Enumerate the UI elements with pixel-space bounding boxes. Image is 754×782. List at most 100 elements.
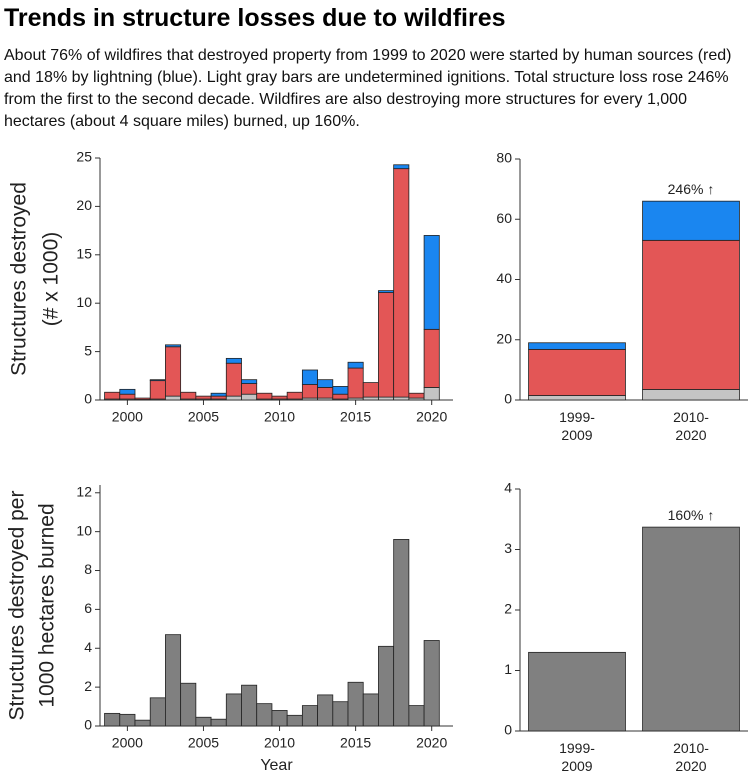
- bar-segment: [256, 392, 273, 400]
- x-tick-label: 2010-2020: [673, 740, 709, 774]
- annotation: 246% ↑: [668, 181, 715, 197]
- bar-segment: [195, 395, 212, 400]
- bar: [332, 701, 349, 727]
- x-tick-label: 2010: [264, 409, 295, 425]
- bar-segment: [241, 379, 258, 384]
- y-tick-label: 4: [504, 480, 512, 496]
- annotation: 160% ↑: [668, 507, 715, 523]
- bar-segment: [119, 393, 136, 400]
- x-axis-label: Year: [260, 757, 293, 774]
- y-tick-label: 20: [76, 197, 92, 213]
- x-tick-label: 2015: [340, 735, 371, 751]
- bar-segment: [149, 380, 166, 400]
- header: Trends in structure losses due to wildfi…: [4, 4, 752, 133]
- bar-segment: [393, 164, 410, 170]
- bar-segment: [210, 392, 227, 397]
- x-tick-label: 1999-2009: [559, 740, 595, 774]
- bar-segment: [104, 391, 121, 400]
- y-tick-label: 80: [496, 150, 512, 166]
- bar: [241, 684, 258, 727]
- bar-segment: [423, 235, 440, 330]
- x-tick-label: 2015: [340, 409, 371, 425]
- y-tick-label: 3: [504, 540, 512, 556]
- bar-segment: [180, 391, 197, 400]
- bar-segment: [210, 395, 227, 400]
- bar-segment: [642, 389, 740, 401]
- bar-segment: [347, 361, 364, 369]
- y-tick-label: 4: [84, 639, 92, 655]
- y-axis-label: 1000 hectares burned: [36, 503, 59, 707]
- y-axis-label: Structures destroyed per: [6, 491, 29, 721]
- y-tick-label: 1: [504, 661, 512, 677]
- bar: [393, 539, 410, 727]
- y-tick-label: 6: [84, 600, 92, 616]
- bar-segment: [149, 379, 166, 382]
- y-axis-label: (# x 1000): [40, 232, 63, 327]
- y-tick-label: 0: [84, 717, 92, 733]
- bar-segment: [165, 344, 182, 348]
- title: Trends in structure losses due to wildfi…: [4, 4, 506, 32]
- bar-segment: [225, 395, 242, 401]
- y-tick-label: 10: [76, 522, 92, 538]
- y-tick-label: 15: [76, 246, 92, 262]
- bar-segment: [642, 200, 740, 241]
- x-tick-label: 2000: [112, 735, 143, 751]
- bar-segment: [347, 367, 364, 399]
- y-tick-label: 60: [496, 210, 512, 226]
- bar-segment: [332, 386, 349, 395]
- bar-segment: [225, 357, 242, 364]
- bar-segment: [378, 396, 395, 401]
- bar-segment: [165, 346, 182, 397]
- bar: [195, 716, 212, 727]
- bar: [134, 719, 151, 727]
- bar: [104, 712, 121, 727]
- bar-segment: [317, 379, 334, 388]
- x-tick-label: 2020: [416, 735, 447, 751]
- bar-segment: [301, 369, 318, 385]
- bar-segment: [362, 396, 379, 401]
- x-tick-label: 2020: [416, 409, 447, 425]
- bar-segment: [528, 342, 626, 350]
- bar-segment: [362, 382, 379, 398]
- bar-segment: [528, 348, 626, 396]
- y-tick-label: 5: [84, 342, 92, 358]
- bar: [378, 645, 395, 727]
- y-tick-label: 2: [504, 601, 512, 617]
- y-tick-label: 20: [496, 330, 512, 346]
- x-tick-label: 1999-2009: [559, 409, 595, 443]
- bar-segment: [241, 383, 258, 395]
- bar: [180, 682, 197, 727]
- x-tick-label: 2010: [264, 735, 295, 751]
- bar-segment: [528, 395, 626, 401]
- bar: [301, 705, 318, 727]
- bar-segment: [423, 387, 440, 401]
- bar: [423, 640, 440, 727]
- bar-segment: [271, 395, 288, 400]
- bar: [149, 697, 166, 727]
- x-tick-label: 2000: [112, 409, 143, 425]
- y-tick-label: 8: [84, 561, 92, 577]
- bar: [362, 693, 379, 727]
- x-tick-label: 2005: [188, 409, 219, 425]
- y-tick-label: 10: [76, 294, 92, 310]
- bar: [528, 651, 626, 732]
- bar: [286, 714, 303, 727]
- bar: [225, 693, 242, 727]
- subtitle: About 76% of wildfires that destroyed pr…: [4, 47, 732, 130]
- bar: [165, 634, 182, 727]
- y-tick-label: 0: [504, 722, 512, 738]
- bar: [119, 713, 136, 727]
- bar-segment: [165, 395, 182, 401]
- bar: [642, 526, 740, 732]
- x-tick-label: 2005: [188, 735, 219, 751]
- bar-segment: [301, 384, 318, 399]
- bar-segment: [393, 168, 410, 398]
- bar-segment: [134, 397, 151, 400]
- y-axis-label: Structures destroyed: [8, 182, 31, 376]
- bar: [210, 718, 227, 727]
- bar-segment: [225, 362, 242, 397]
- bar: [317, 694, 334, 727]
- y-tick-label: 40: [496, 270, 512, 286]
- y-tick-label: 2: [84, 678, 92, 694]
